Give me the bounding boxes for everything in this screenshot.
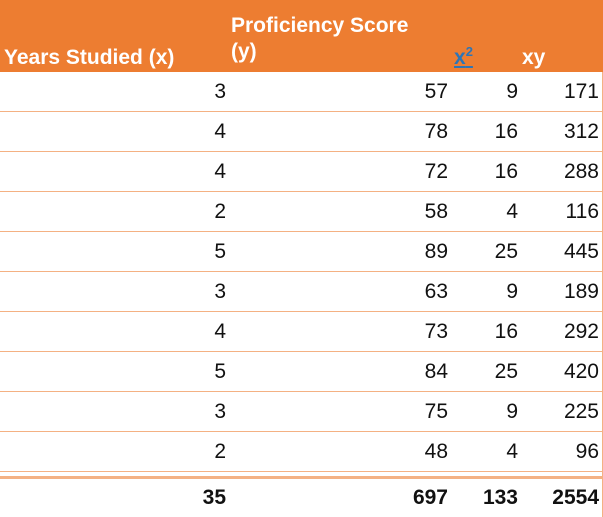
- table-header: Years Studied (x) Proficiency Score (y) …: [0, 0, 603, 72]
- total-x: 35: [202, 486, 226, 509]
- table-row: 3 57 9 171: [0, 72, 603, 112]
- cell-y: 48: [424, 440, 448, 463]
- cell-xy: 96: [575, 440, 599, 463]
- table-row: 4 78 16 312: [0, 112, 603, 152]
- header-x-squared[interactable]: x2: [454, 44, 473, 70]
- cell-x: 2: [214, 200, 226, 223]
- cell-x: 4: [214, 320, 226, 343]
- cell-x: 3: [214, 400, 226, 423]
- cell-x2: 9: [506, 80, 518, 103]
- header-x2-base: x: [454, 46, 466, 69]
- cell-y: 75: [424, 400, 448, 423]
- cell-x: 2: [214, 440, 226, 463]
- total-xy: 2554: [552, 486, 599, 509]
- cell-x: 4: [214, 120, 226, 143]
- cell-y: 89: [424, 240, 448, 263]
- cell-xy: 171: [563, 80, 599, 103]
- cell-x: 5: [214, 360, 226, 383]
- cell-x2: 16: [494, 120, 518, 143]
- cell-x2: 16: [494, 320, 518, 343]
- cell-y: 58: [424, 200, 448, 223]
- cell-y: 57: [424, 80, 448, 103]
- header-years-studied: Years Studied (x): [4, 46, 175, 69]
- cell-xy: 288: [563, 160, 599, 183]
- table-row: 3 75 9 225: [0, 392, 603, 432]
- total-x2: 133: [482, 486, 518, 509]
- total-y: 697: [412, 486, 448, 509]
- table-row: 2 48 4 96: [0, 432, 603, 472]
- cell-xy: 312: [563, 120, 599, 143]
- table-row: 4 72 16 288: [0, 152, 603, 192]
- header-xy: xy: [522, 46, 546, 69]
- table-row: 5 89 25 445: [0, 232, 603, 272]
- cell-y: 72: [424, 160, 448, 183]
- totals-divider: [0, 476, 603, 479]
- header-proficiency-line1: Proficiency Score: [231, 14, 409, 37]
- cell-x2: 25: [494, 360, 518, 383]
- cell-xy: 420: [563, 360, 599, 383]
- cell-y: 73: [424, 320, 448, 343]
- cell-xy: 189: [563, 280, 599, 303]
- cell-y: 78: [424, 120, 448, 143]
- table-row: 2 58 4 116: [0, 192, 603, 232]
- header-proficiency-line2: (y): [231, 40, 257, 63]
- cell-xy: 292: [563, 320, 599, 343]
- table-row: 3 63 9 189: [0, 272, 603, 312]
- cell-x: 3: [214, 80, 226, 103]
- cell-x2: 4: [506, 440, 518, 463]
- cell-y: 84: [424, 360, 448, 383]
- totals-row: 35 697 133 2554: [0, 479, 603, 517]
- cell-x: 4: [214, 160, 226, 183]
- cell-x2: 4: [506, 200, 518, 223]
- cell-xy: 225: [563, 400, 599, 423]
- table-row: 5 84 25 420: [0, 352, 603, 392]
- cell-x: 5: [214, 240, 226, 263]
- cell-y: 63: [424, 280, 448, 303]
- cell-x2: 9: [506, 280, 518, 303]
- cell-x2: 16: [494, 160, 518, 183]
- header-proficiency-score: Proficiency Score (y): [231, 13, 408, 65]
- cell-xy: 116: [565, 200, 599, 223]
- cell-x2: 25: [494, 240, 518, 263]
- cell-xy: 445: [563, 240, 599, 263]
- header-x2-exponent: 2: [465, 44, 473, 59]
- table-row: 4 73 16 292: [0, 312, 603, 352]
- cell-x2: 9: [506, 400, 518, 423]
- cell-x: 3: [214, 280, 226, 303]
- table-body: 3 57 9 171 4 78 16 312 4 72 16 288 2 58 4 116 5 89 25 445 3 6…: [0, 72, 603, 472]
